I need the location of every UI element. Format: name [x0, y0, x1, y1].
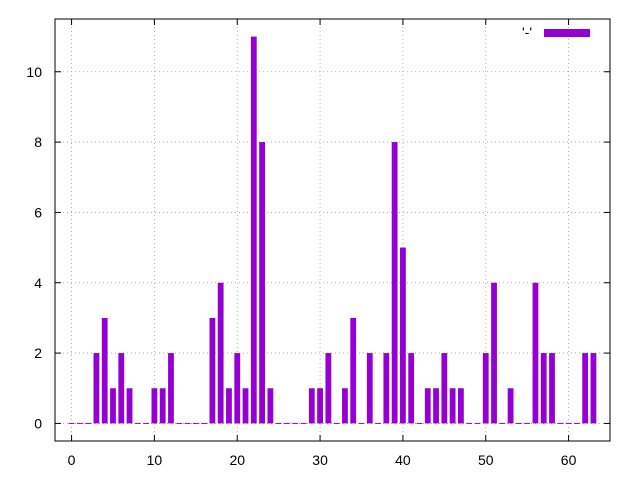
- bar: [217, 282, 224, 424]
- bar: [168, 353, 174, 424]
- bar: [400, 247, 406, 424]
- x-tick-label: 60: [561, 452, 577, 468]
- bar: [424, 388, 431, 424]
- bar: [408, 353, 415, 424]
- bar: [110, 388, 116, 424]
- bar: [267, 388, 274, 424]
- plot-frame: [54, 18, 611, 442]
- bar: [441, 353, 448, 424]
- bar: [457, 388, 464, 424]
- bar: [234, 353, 241, 424]
- x-tick-label: 40: [395, 452, 411, 468]
- bar: [93, 353, 100, 424]
- bar: [118, 353, 125, 424]
- bar: [540, 353, 547, 424]
- bar: [366, 353, 373, 424]
- x-tick-label: 30: [312, 452, 328, 468]
- bar: [391, 142, 398, 424]
- y-tick-label: 0: [34, 415, 42, 431]
- bar: [159, 388, 166, 424]
- bar: [209, 317, 216, 424]
- bar: [250, 36, 257, 424]
- bar: [582, 353, 589, 424]
- axis-ticks: 0 2 4 6 8 10 0 10 20 30 40 50 60: [26, 19, 610, 468]
- y-tick-label: 2: [34, 345, 42, 361]
- bar: [126, 388, 133, 424]
- legend-swatch: [544, 29, 590, 37]
- bar: [308, 388, 315, 424]
- bar: [101, 317, 108, 424]
- bar: [226, 388, 232, 424]
- bar: [433, 388, 439, 424]
- y-tick-label: 6: [34, 204, 42, 220]
- bar: [590, 353, 597, 424]
- bar: [449, 388, 456, 424]
- bar: [151, 388, 158, 424]
- bar: [482, 353, 489, 424]
- x-tick-label: 10: [147, 452, 163, 468]
- bar: [342, 388, 348, 424]
- legend-label: '-': [522, 24, 532, 40]
- bar: [549, 353, 555, 424]
- bar: [259, 142, 265, 424]
- x-tick-label: 20: [229, 452, 245, 468]
- bar: [532, 282, 539, 424]
- bar: [491, 282, 497, 424]
- bar: [350, 317, 357, 424]
- y-tick-label: 10: [26, 64, 42, 80]
- bar: [242, 388, 249, 424]
- legend: '-': [522, 24, 590, 40]
- x-tick-label: 50: [478, 452, 494, 468]
- y-tick-label: 8: [34, 134, 42, 150]
- bar-series: [68, 36, 597, 424]
- bar: [325, 353, 332, 424]
- bar: [507, 388, 514, 424]
- y-tick-label: 4: [34, 275, 42, 291]
- bar: [383, 353, 390, 424]
- x-tick-label: 0: [68, 452, 76, 468]
- bar: [317, 388, 323, 424]
